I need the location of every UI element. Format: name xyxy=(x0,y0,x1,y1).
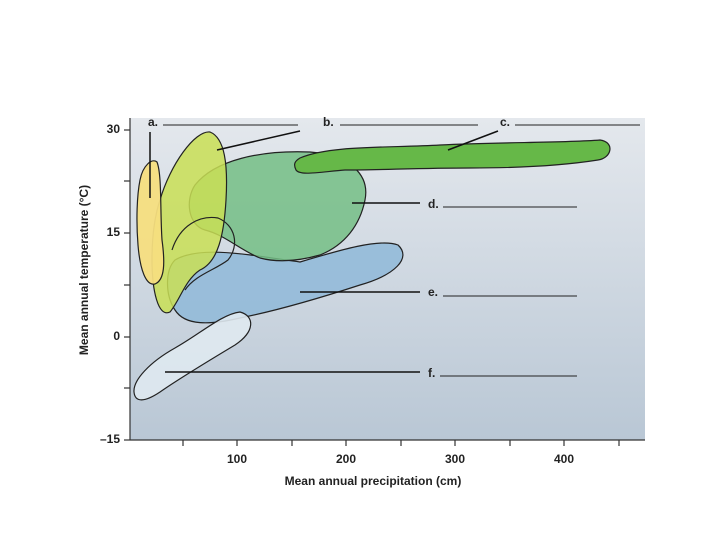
region-outline xyxy=(171,216,236,291)
region-label: d. xyxy=(428,197,439,211)
region-label: e. xyxy=(428,285,438,299)
x-tick-label: 200 xyxy=(336,452,356,466)
y-tick-label: 15 xyxy=(107,225,121,239)
region-label: f. xyxy=(428,366,435,380)
region-label: b. xyxy=(323,115,334,129)
y-tick-label: –15 xyxy=(100,432,120,446)
pointer-b xyxy=(216,130,301,151)
x-tick-label: 400 xyxy=(554,452,574,466)
region-c-shape xyxy=(294,139,611,174)
x-tick-label: 300 xyxy=(445,452,465,466)
region-label: c. xyxy=(500,115,510,129)
x-tick-label: 100 xyxy=(227,452,247,466)
region-label: a. xyxy=(148,115,158,129)
region-f-shape xyxy=(133,311,252,401)
y-axis-title: Mean annual temperature (°C) xyxy=(77,185,91,355)
pointer-c xyxy=(447,130,499,151)
y-tick-label: 30 xyxy=(107,122,121,136)
y-tick-label: 0 xyxy=(113,329,120,343)
x-axis-title: Mean annual precipitation (cm) xyxy=(285,474,462,488)
region-a-shape xyxy=(136,160,165,285)
